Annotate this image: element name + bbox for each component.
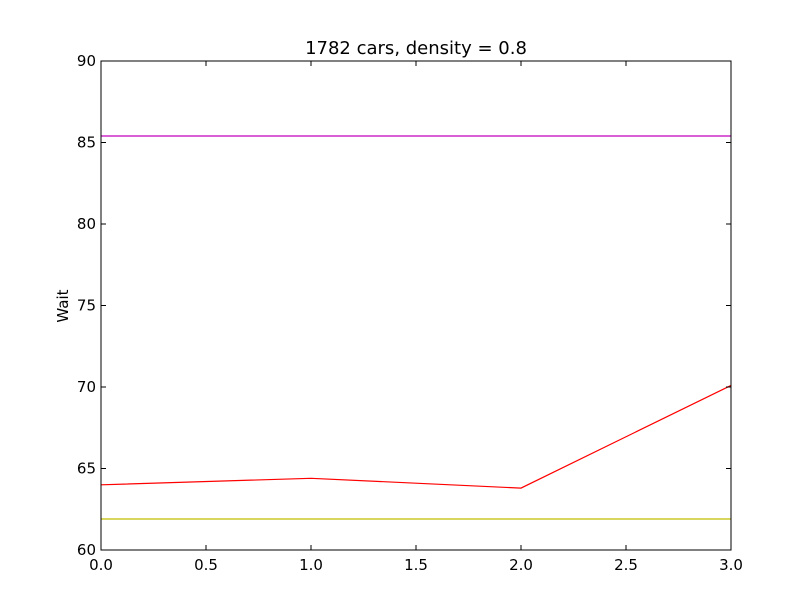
y-tick-label: 70 (77, 378, 96, 396)
y-axis-label: Wait (54, 289, 72, 322)
x-tick-label: 2.0 (509, 556, 533, 574)
y-tick-label: 80 (77, 215, 96, 233)
x-tick-label: 3.0 (719, 556, 743, 574)
y-tick-label: 75 (77, 297, 96, 315)
series-line-2 (100, 384, 732, 489)
y-tick-label: 90 (77, 52, 96, 70)
x-tick-label: 0.5 (194, 556, 218, 574)
chart-title: 1782 cars, density = 0.8 (305, 38, 527, 59)
x-tick-label: 1.0 (299, 556, 323, 574)
x-tick-label: 0.0 (89, 556, 113, 574)
y-tick-label: 65 (77, 460, 96, 478)
y-tick-label: 85 (77, 134, 96, 152)
series-layer (100, 135, 732, 520)
y-tick-label: 60 (77, 541, 96, 559)
ticks-layer: 0.0 0.5 1.0 1.5 2.0 2.5 3.0 60 65 70 75 80 85 90 (77, 52, 743, 574)
x-tick-label: 1.5 (404, 556, 428, 574)
plot-area-frame (100, 60, 732, 551)
x-tick-label: 2.5 (614, 556, 638, 574)
